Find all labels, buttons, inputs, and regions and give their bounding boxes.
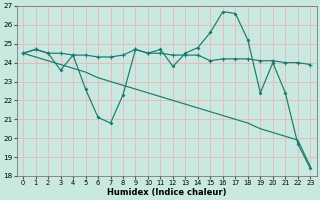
X-axis label: Humidex (Indice chaleur): Humidex (Indice chaleur)	[107, 188, 227, 197]
